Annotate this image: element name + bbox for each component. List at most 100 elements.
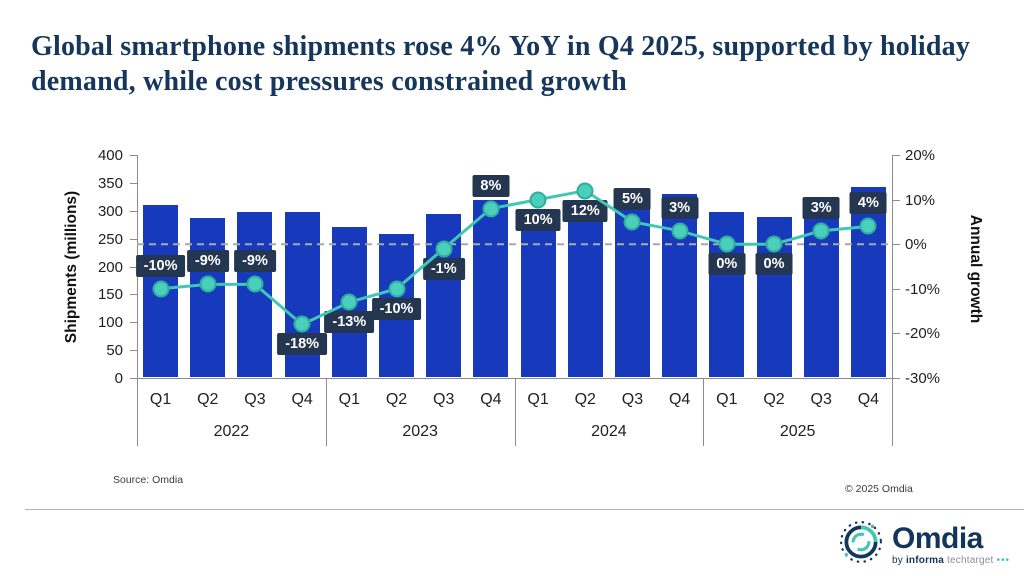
right-axis-tick [893, 378, 900, 379]
shipment-bar-2022-Q2 [190, 217, 226, 377]
left-axis-tick [130, 155, 137, 156]
right-axis-tick [893, 155, 900, 156]
tagline-informa: informa [905, 554, 945, 566]
x-axis-quarter-label: Q2 [385, 391, 408, 408]
growth-dot-2022-Q1 [152, 280, 170, 298]
left-axis-tick [130, 210, 137, 212]
shipment-bar-2025-Q4 [850, 186, 886, 377]
tagline-by: by [892, 554, 903, 566]
x-axis-quarter-label: Q4 [857, 391, 880, 408]
right-axis-tick-label: 0% [905, 236, 927, 254]
year-separator [892, 378, 893, 446]
right-axis-tick [893, 288, 900, 290]
growth-dot-2023-Q4 [482, 200, 500, 218]
shipment-bar-2024-Q1 [520, 212, 556, 377]
tagline-techtarget: techtarget [947, 554, 994, 566]
right-axis-tick [893, 244, 900, 246]
shipment-bar-2024-Q3 [614, 205, 650, 377]
x-axis-quarter-label: Q1 [338, 391, 361, 408]
x-axis-quarter-label: Q1 [716, 391, 738, 408]
shipment-bar-2024-Q2 [567, 216, 603, 377]
x-axis-quarter-label: Q4 [668, 391, 691, 408]
left-axis-tick [130, 350, 137, 352]
shipment-bar-2023-Q4 [473, 199, 509, 377]
left-axis-tick [130, 322, 137, 324]
right-axis-tick-label: 20% [905, 147, 936, 164]
growth-label-2022-Q2: -9% [186, 250, 229, 273]
left-axis-tick-label: 50 [106, 342, 123, 360]
omdia-logo-tagline: by informa techtarget ••• [892, 554, 1010, 566]
growth-label-2022-Q4: -18% [277, 333, 328, 356]
left-axis-tick [130, 294, 137, 296]
growth-label-2025-Q1: 0% [708, 253, 746, 276]
shipment-bar-2023-Q3 [426, 213, 462, 377]
growth-dot-2024-Q4 [671, 222, 689, 240]
x-axis-year-label-2023: 2023 [402, 423, 438, 440]
growth-dot-2024-Q2 [576, 182, 594, 200]
chart-title: Global smartphone shipments rose 4% YoY … [31, 31, 971, 97]
growth-dot-2022-Q4 [293, 315, 311, 333]
growth-label-2024-Q4: 3% [661, 196, 699, 219]
left-axis-tick [130, 238, 137, 240]
growth-dot-2023-Q1 [340, 293, 358, 311]
copyright-note: © 2025 Omdia [845, 483, 913, 495]
right-axis-line [892, 155, 893, 378]
growth-dot-2024-Q3 [623, 213, 641, 231]
left-axis-tick-label: 400 [97, 147, 123, 164]
growth-label-2024-Q1: 10% [515, 208, 561, 231]
right-axis-tick [893, 333, 900, 335]
x-axis-year-label-2025: 2025 [779, 423, 816, 440]
left-axis-tick [130, 182, 137, 184]
x-axis-quarter-label: Q3 [244, 391, 266, 408]
left-axis-tick-label: 200 [97, 258, 123, 276]
year-separator [703, 378, 705, 446]
left-axis-tick-label: 250 [97, 230, 123, 248]
growth-dot-2022-Q3 [246, 275, 264, 293]
right-axis-tick-label: -30% [905, 370, 941, 387]
x-axis-quarter-label: Q1 [527, 391, 549, 408]
x-axis-quarter-label: Q3 [621, 391, 644, 408]
x-axis-quarter-label: Q4 [480, 391, 502, 408]
growth-dot-2024-Q1 [529, 191, 547, 209]
growth-dot-2025-Q3 [812, 222, 830, 240]
growth-label-2024-Q2: 12% [562, 199, 608, 222]
year-separator [514, 378, 516, 446]
x-axis-quarter-label: Q3 [433, 391, 455, 408]
growth-label-2023-Q3: -1% [422, 257, 465, 280]
tagline-dots: ••• [996, 554, 1010, 566]
growth-label-2023-Q2: -10% [371, 297, 422, 320]
growth-label-2023-Q4: 8% [472, 174, 510, 197]
right-axis-tick-label: -20% [905, 325, 941, 343]
right-axis-tick-label: 10% [905, 191, 936, 209]
growth-label-2024-Q3: 5% [613, 187, 651, 210]
growth-dot-2025-Q2 [765, 235, 783, 253]
right-axis-tick [893, 199, 900, 201]
left-axis-tick-label: 150 [97, 286, 123, 304]
x-axis-quarter-label: Q2 [574, 391, 596, 408]
x-axis-year-label-2024: 2024 [591, 423, 627, 440]
shipment-bar-2022-Q3 [237, 211, 273, 377]
x-axis-quarter-label: Q4 [291, 391, 313, 408]
omdia-logo-text: Omdia by informa techtarget ••• [892, 521, 1010, 566]
growth-dot-2022-Q2 [199, 275, 217, 293]
growth-label-2025-Q2: 0% [755, 253, 793, 276]
growth-dot-2025-Q1 [718, 235, 736, 253]
source-note: Source: Omdia [113, 474, 184, 486]
left-axis-tick-label: 0 [114, 370, 123, 387]
x-axis-quarter-label: Q1 [149, 391, 172, 408]
left-axis-tick-label: 350 [97, 174, 123, 192]
growth-label-2023-Q1: -13% [324, 311, 375, 334]
left-axis-tick [130, 378, 137, 379]
left-axis-tick [130, 266, 137, 268]
growth-label-2022-Q3: -9% [234, 250, 276, 273]
omdia-logo-brand: Omdia [892, 521, 983, 555]
growth-label-2022-Q1: -10% [135, 254, 186, 277]
right-axis-title: Annual growth [967, 214, 984, 324]
left-axis-tick-label: 100 [97, 314, 123, 332]
growth-label-2025-Q3: 3% [802, 196, 840, 219]
growth-dot-2023-Q2 [388, 280, 406, 298]
omdia-logo-icon [838, 519, 884, 570]
growth-label-2025-Q4: 4% [849, 192, 887, 215]
left-axis-tick-label: 300 [97, 202, 123, 220]
